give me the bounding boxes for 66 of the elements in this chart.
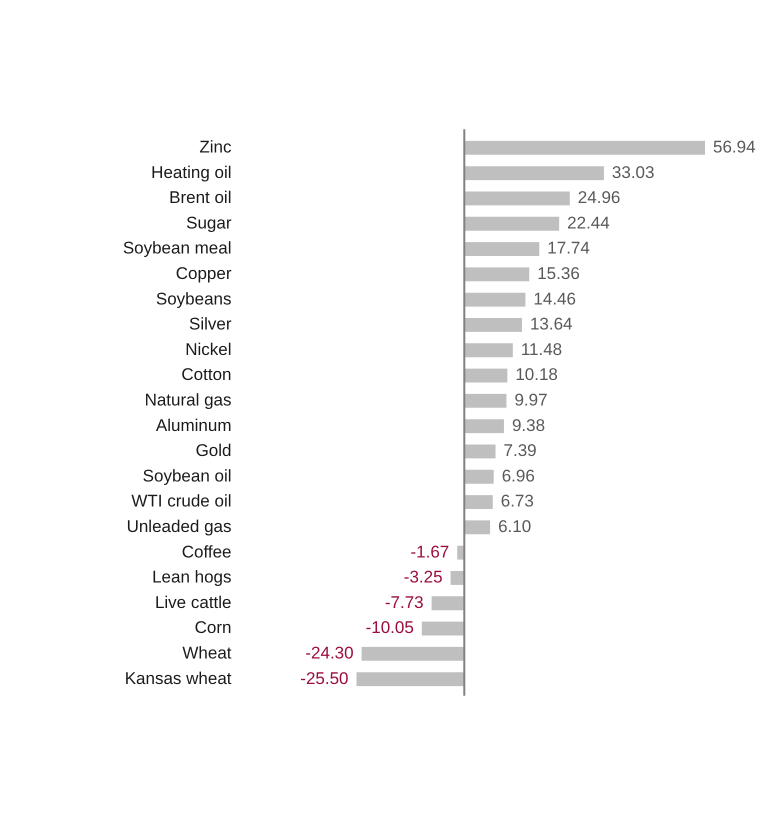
data-label: 17.74 (547, 238, 590, 258)
y-tick-label: Brent oil (169, 188, 232, 208)
bar (464, 470, 494, 484)
y-tick-label: Live cattle (154, 592, 232, 612)
bar (464, 191, 570, 206)
y-tick-label: Unleaded gas (126, 517, 232, 536)
bar (464, 419, 504, 434)
data-label: 24.96 (578, 188, 620, 208)
y-tick-label: WTI crude oil (131, 492, 232, 511)
bar (362, 646, 464, 661)
data-label: 15.36 (537, 264, 580, 284)
bar (457, 546, 464, 560)
y-tick-label: Silver (188, 314, 232, 334)
y-tick-label: Soybeans (156, 289, 232, 308)
data-label: 9.38 (512, 416, 546, 435)
bar (464, 242, 540, 256)
bar (464, 495, 493, 510)
data-label: 11.48 (520, 340, 562, 359)
y-tick-label: Natural gas (144, 390, 232, 410)
bar (432, 596, 464, 610)
data-label: -25.50 (300, 668, 348, 688)
y-tick-label: Soybean meal (122, 238, 232, 258)
bar (464, 166, 604, 180)
data-label: 6.73 (500, 492, 534, 511)
data-label: -24.30 (305, 644, 354, 663)
y-tick-label: Heating oil (151, 162, 232, 182)
data-label: -3.25 (404, 568, 443, 587)
data-label: -10.05 (366, 618, 414, 638)
data-label: -7.73 (384, 592, 424, 612)
y-tick-label: Zinc (199, 138, 232, 157)
y-tick-label: Lean hogs (152, 568, 232, 587)
bar (464, 343, 513, 358)
bar (464, 318, 522, 332)
bar (356, 672, 464, 686)
data-label: 9.97 (514, 390, 548, 410)
bar (464, 368, 508, 383)
y-tick-label: Copper (176, 264, 232, 284)
y-tick-label: Coffee (182, 542, 232, 562)
data-label: 7.39 (504, 441, 537, 460)
bar (464, 520, 490, 534)
bar (422, 622, 464, 636)
y-tick-label: Gold (196, 441, 232, 460)
data-label: 6.10 (498, 517, 532, 536)
data-label: 6.96 (502, 466, 535, 486)
bar (464, 216, 560, 231)
data-label: 10.18 (515, 365, 558, 384)
bar (464, 394, 506, 408)
data-label: 22.44 (567, 213, 610, 232)
y-tick-label: Kansas wheat (124, 668, 232, 688)
bar (464, 267, 530, 282)
y-tick-label: Aluminum (156, 416, 232, 435)
y-tick-label: Sugar (186, 213, 232, 232)
y-tick-label: Nickel (185, 340, 232, 359)
bar (450, 570, 464, 585)
data-label: 14.46 (533, 289, 576, 308)
y-tick-label: Wheat (182, 644, 232, 663)
y-tick-label: Soybean oil (142, 466, 232, 486)
data-label: 33.03 (612, 162, 654, 182)
y-tick-label: Cotton (181, 365, 232, 384)
bar (464, 140, 705, 155)
data-label: 13.64 (530, 314, 573, 334)
data-label: 56.94 (713, 138, 756, 157)
bar (464, 292, 526, 307)
data-label: -1.67 (410, 542, 450, 562)
bar (464, 444, 496, 458)
y-tick-label: Corn (194, 618, 232, 638)
